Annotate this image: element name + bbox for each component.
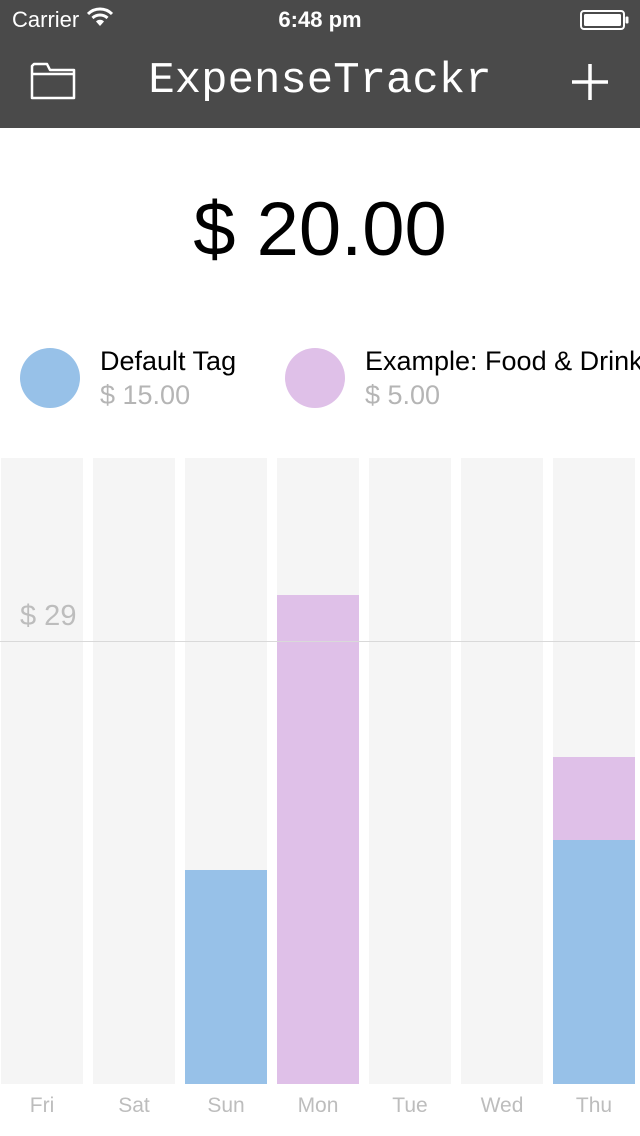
bar-segment-thu-series-0 (553, 839, 635, 1084)
bar-segment-thu-series-1 (553, 757, 635, 840)
day-label-sat: Sat (118, 1094, 150, 1117)
legend-color-dot (20, 348, 80, 408)
app-title: ExpenseTrackr (148, 56, 492, 106)
status-bar: Carrier 6:48 pm (0, 0, 640, 40)
tag-legend: Default Tag $ 15.00 Example: Food & Drin… (0, 346, 640, 416)
bar-segment-sun-series-0 (185, 870, 267, 1084)
day-label-tue: Tue (392, 1094, 428, 1117)
folder-icon (30, 62, 76, 100)
chart-column-wed[interactable] (461, 458, 543, 1084)
day-label-sun: Sun (207, 1094, 245, 1117)
bar-segment-mon-series-1 (277, 595, 359, 1084)
navigation-bar: ExpenseTrackr (0, 40, 640, 128)
legend-tag-amount: $ 15.00 (100, 380, 191, 410)
legend-tag-name: Example: Food & Drink (365, 346, 640, 376)
day-label-thu: Thu (575, 1094, 613, 1117)
day-label-mon: Mon (297, 1094, 339, 1117)
folder-button[interactable] (30, 60, 76, 102)
status-time: 6:48 pm (278, 7, 362, 32)
day-label-wed: Wed (480, 1094, 524, 1117)
chart-column-tue[interactable] (369, 458, 451, 1084)
legend-color-dot (285, 348, 345, 408)
carrier-label: Carrier (12, 7, 80, 32)
reference-line-label: $ 29 (20, 600, 77, 633)
chart-column-fri[interactable] (1, 458, 83, 1084)
wifi-icon (87, 7, 114, 33)
total-amount: $ 20.00 (193, 187, 447, 272)
weekly-bar-chart: Fri Sat Sun Mon Tue Wed Thu $ 29 (0, 458, 640, 1136)
reference-line (0, 641, 640, 643)
legend-tag-amount: $ 5.00 (365, 380, 441, 410)
battery-icon (580, 10, 630, 30)
carrier-group: Carrier (12, 7, 114, 33)
legend-tag-name: Default Tag (100, 346, 237, 376)
plus-icon (572, 64, 608, 100)
day-label-fri: Fri (29, 1094, 55, 1117)
chart-column-sat[interactable] (93, 458, 175, 1084)
add-expense-button[interactable] (570, 62, 610, 102)
top-bar: Carrier 6:48 pm Expens (0, 0, 640, 128)
